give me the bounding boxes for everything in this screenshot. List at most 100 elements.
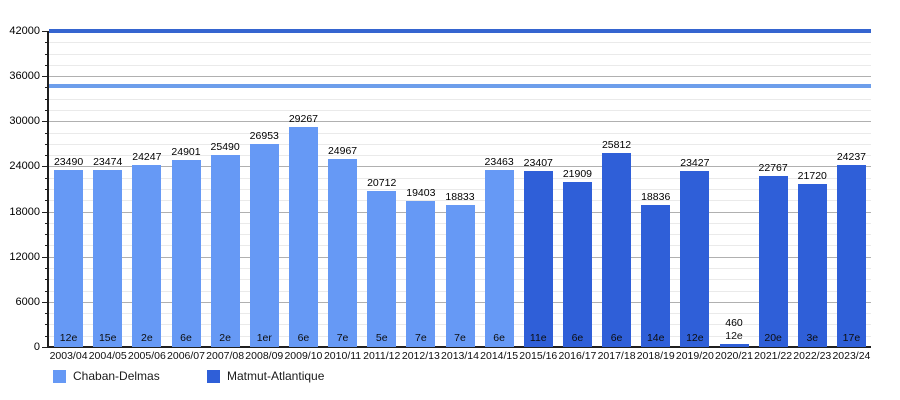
bar-ranking-label: 7e: [454, 332, 466, 344]
bar-ranking-label: 17e: [842, 332, 861, 344]
y-axis-tick: [42, 256, 49, 258]
bar: [836, 164, 866, 347]
x-axis-label: 2011/12: [363, 350, 401, 362]
y-axis-label: 36000: [9, 70, 40, 83]
y-axis-tick: [42, 211, 49, 213]
x-axis-line: [47, 346, 871, 348]
x-axis-label: 2016/17: [558, 350, 597, 362]
y-axis-tick: [42, 301, 49, 303]
x-axis-label: 2006/07: [167, 350, 205, 362]
x-axis-label: 2012/13: [401, 350, 440, 362]
bar-value-label: 24237: [836, 150, 867, 163]
bar-value-label: 26953: [249, 130, 279, 143]
bar-ranking-label: 6e: [180, 332, 192, 344]
bar-value-label: 24247: [132, 150, 162, 163]
bar-value-label: 21909: [562, 168, 593, 181]
x-axis-label: 2019/20: [675, 350, 714, 362]
bar-value-label: 19403: [406, 187, 436, 200]
bar-ranking-label: 15e: [98, 332, 117, 344]
gridline-minor: [49, 143, 871, 145]
bar-value-label: 18836: [641, 191, 671, 204]
bar: [484, 170, 514, 347]
x-axis-label: 2013/14: [441, 350, 479, 362]
legend-label: Matmut-Atlantique: [227, 369, 325, 383]
y-axis-label: 0: [33, 341, 40, 353]
x-axis-label: 2020/21: [715, 350, 753, 362]
x-axis-label: 2017/18: [597, 350, 636, 362]
x-axis-label: 2005/06: [127, 350, 166, 362]
bar-ranking-label: 12e: [59, 332, 78, 344]
bar: [562, 182, 592, 347]
matmut-atlantique-swatch-icon: [207, 369, 220, 383]
bar: [797, 183, 827, 347]
bar-ranking-label: 6e: [571, 332, 584, 344]
bar-value-label: 21720: [797, 169, 827, 182]
gridline-minor: [49, 87, 871, 89]
gridline-minor: [49, 110, 871, 111]
gridline-minor: [49, 177, 871, 179]
x-axis-label: 2009/10: [284, 350, 323, 362]
bar-value-label: 20712: [367, 177, 397, 190]
y-axis-tick: [42, 121, 49, 123]
bar: [445, 205, 475, 347]
matmut-atlantique-capacity-line: [49, 29, 871, 33]
bar: [367, 191, 397, 347]
bar-ranking-label: 1er: [256, 332, 272, 344]
y-axis-label: 6000: [15, 295, 40, 308]
bar: [328, 159, 358, 347]
x-axis-label: 2022/23: [793, 350, 832, 362]
y-axis-label: 30000: [9, 115, 40, 128]
bar-value-label: 29267: [288, 112, 319, 125]
gridline-minor: [49, 98, 871, 100]
bar: [93, 170, 123, 347]
x-axis-label: 2004/05: [88, 350, 127, 362]
bar-value-label: 23490: [53, 156, 84, 169]
y-axis-tick: [42, 76, 49, 78]
gridline-minor: [49, 200, 871, 202]
chaban-delmas-swatch-icon: [53, 369, 66, 383]
legend-item-matmut-atlantique: Matmut-Atlantique: [207, 369, 324, 383]
bar-value-label: 23474: [93, 156, 123, 169]
gridline-major: [49, 121, 871, 123]
x-axis-label: 2010/11: [323, 350, 362, 362]
bar: [406, 201, 436, 347]
x-axis-label: 2003/04: [49, 350, 88, 362]
bar-value-label: 22767: [758, 161, 788, 174]
gridline-major: [49, 76, 871, 78]
gridline-minor: [49, 189, 871, 190]
bar: [54, 170, 84, 347]
plot-area: 23490 12e 23474 15e 24247 2e 24901 6e 25490 2e 269…: [47, 29, 871, 348]
bar: [758, 175, 788, 347]
x-axis-label: 2015/16: [519, 350, 558, 362]
bar-value-label: 23463: [484, 156, 514, 169]
gridline-minor: [49, 132, 871, 134]
bar-value-label: 24967: [327, 145, 358, 158]
y-axis-tick: [42, 347, 49, 348]
bar: [602, 152, 632, 347]
bar-ranking-label: 11e: [529, 332, 547, 344]
x-axis-label: 2008/09: [245, 350, 284, 362]
legend: Chaban-Delmas Matmut-Atlantique: [0, 369, 900, 387]
x-axis-label: 2018/19: [636, 350, 675, 362]
legend-item-chaban-delmas: Chaban-Delmas: [53, 369, 160, 383]
bar: [132, 164, 162, 347]
bar-ranking-label: 6e: [610, 332, 623, 344]
bar: [210, 155, 240, 347]
bar: [523, 170, 553, 347]
bar: [288, 126, 318, 347]
gridline-minor: [49, 155, 871, 157]
bar: [680, 170, 710, 347]
bar-ranking-label: 14e: [646, 332, 665, 344]
bar-value-label: 18833: [445, 191, 475, 204]
y-axis-label: 12000: [9, 250, 40, 263]
y-axis-label: 18000: [9, 205, 40, 218]
legend-label: Chaban-Delmas: [73, 369, 160, 383]
x-axis-label: 2023/24: [832, 350, 871, 362]
bar-ranking-label: 20e: [764, 332, 782, 344]
bar-ranking-label: 6e: [493, 332, 505, 344]
y-axis-label: 42000: [9, 25, 40, 37]
bar-ranking-label: 2e: [219, 332, 231, 344]
x-axis-label: 2007/08: [206, 350, 245, 362]
bar-ranking-label: 12e: [725, 329, 743, 342]
